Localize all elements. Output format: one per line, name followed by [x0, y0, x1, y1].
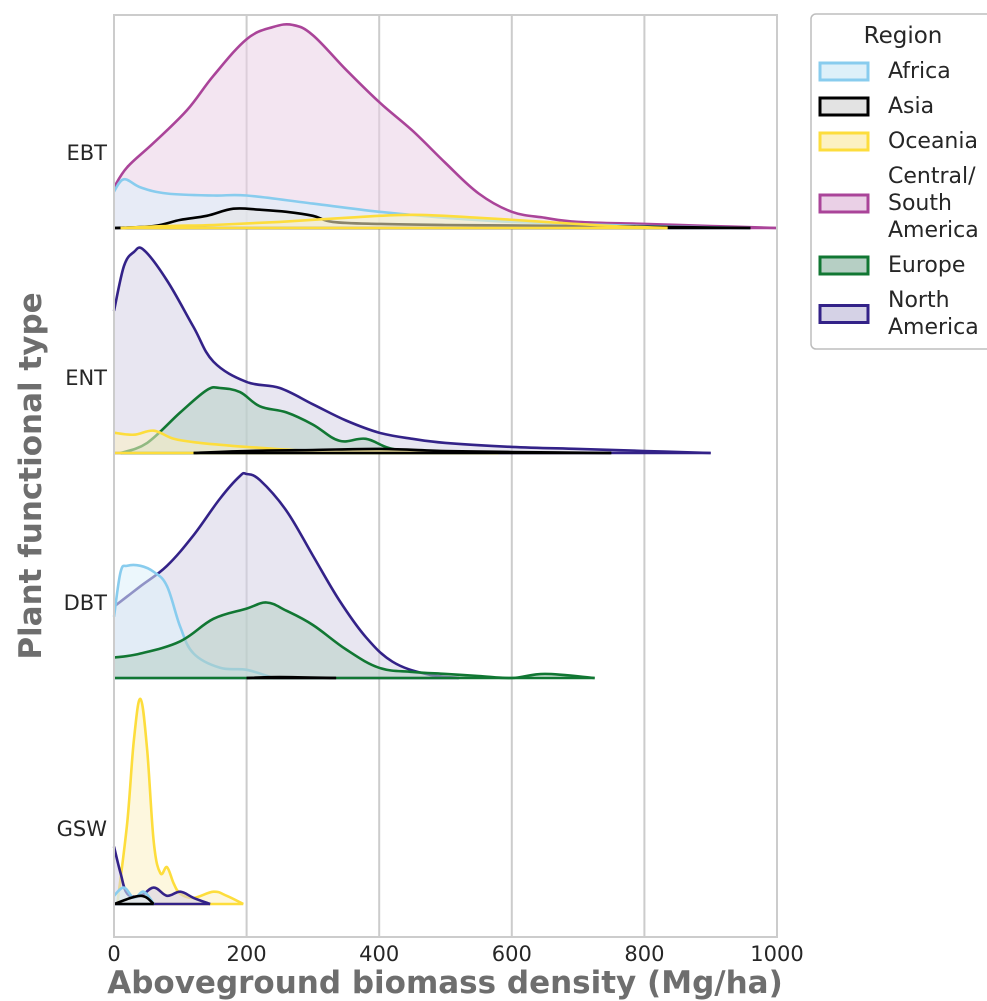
- legend-swatch: [818, 61, 870, 82]
- x-tick-label: 1000: [750, 942, 803, 966]
- legend-label: Africa: [888, 59, 951, 84]
- ridge-fill: [114, 247, 711, 453]
- legend-label: North: [888, 288, 950, 313]
- y-tick-labels: EBT ENT DBT GSW: [57, 141, 108, 841]
- legend-swatch: [818, 304, 870, 324]
- ridge-line: [116, 697, 244, 906]
- legend-entry-asia: Asia: [818, 94, 934, 119]
- legend-title: Region: [864, 23, 943, 49]
- x-tick-label: 600: [492, 942, 532, 966]
- y-tick-label-gsw: GSW: [57, 817, 108, 841]
- ridge-fill: [114, 602, 595, 679]
- legend-label: Asia: [888, 94, 934, 119]
- ridge-fill: [114, 895, 154, 904]
- plot-frame: [113, 14, 778, 938]
- ridge-line: [112, 23, 778, 230]
- legend-entry-europe: Europe: [818, 253, 965, 278]
- y-tick-label-ent: ENT: [65, 366, 107, 390]
- ridge-fill: [117, 698, 244, 904]
- ridge-line: [112, 846, 211, 906]
- ridge-fill: [114, 430, 499, 453]
- y-tick-label-dbt: DBT: [64, 591, 108, 615]
- legend-label: Oceania: [888, 129, 978, 154]
- ridge-line: [120, 213, 668, 230]
- x-tick-label: 0: [107, 942, 120, 966]
- legend-swatch: [818, 96, 870, 117]
- ridge-ent-asia: [193, 447, 612, 455]
- legend-entry-oceania: Oceania: [818, 129, 978, 154]
- legend-label: America: [888, 218, 979, 243]
- x-tick-label: 200: [227, 942, 267, 966]
- ridge-gsw-oceania: [116, 697, 244, 906]
- ridge-line: [113, 471, 459, 680]
- ridge-ebt-oceania: [120, 213, 668, 230]
- ridge-line: [112, 246, 711, 455]
- legend-label: South: [888, 191, 952, 216]
- ridge-fill: [114, 24, 777, 229]
- legend-entry-africa: Africa: [818, 59, 951, 84]
- ridge-dbt-asia: [246, 675, 337, 680]
- y-axis-title: Plant functional type: [13, 292, 49, 659]
- ridge-gsw-asia: [113, 894, 155, 906]
- y-tick-label-ebt: EBT: [66, 141, 107, 165]
- legend-label: America: [888, 315, 979, 340]
- ridge-fill: [120, 387, 499, 453]
- ridge-line: [113, 894, 155, 906]
- x-tick-label: 800: [624, 942, 664, 966]
- legend-entries: AfricaAsiaOceaniaCentral/SouthAmericaEur…: [818, 59, 979, 340]
- legend: Region AfricaAsiaOceaniaCentral/SouthAme…: [810, 13, 987, 350]
- legend-label: Europe: [888, 253, 965, 278]
- legend-label: Central/: [888, 164, 976, 189]
- x-tick-labels: 0 200 400 600 800 1000: [107, 942, 803, 966]
- x-tick-label: 400: [359, 942, 399, 966]
- legend-swatch: [818, 131, 870, 152]
- density-ridges: [112, 23, 778, 906]
- ridge-dbt-europe: [113, 601, 595, 680]
- legend-swatch: [818, 193, 870, 214]
- x-axis-title: Aboveground biomass density (Mg/ha): [107, 965, 783, 1001]
- legend-swatch: [818, 255, 870, 276]
- ridge-fill: [120, 214, 668, 228]
